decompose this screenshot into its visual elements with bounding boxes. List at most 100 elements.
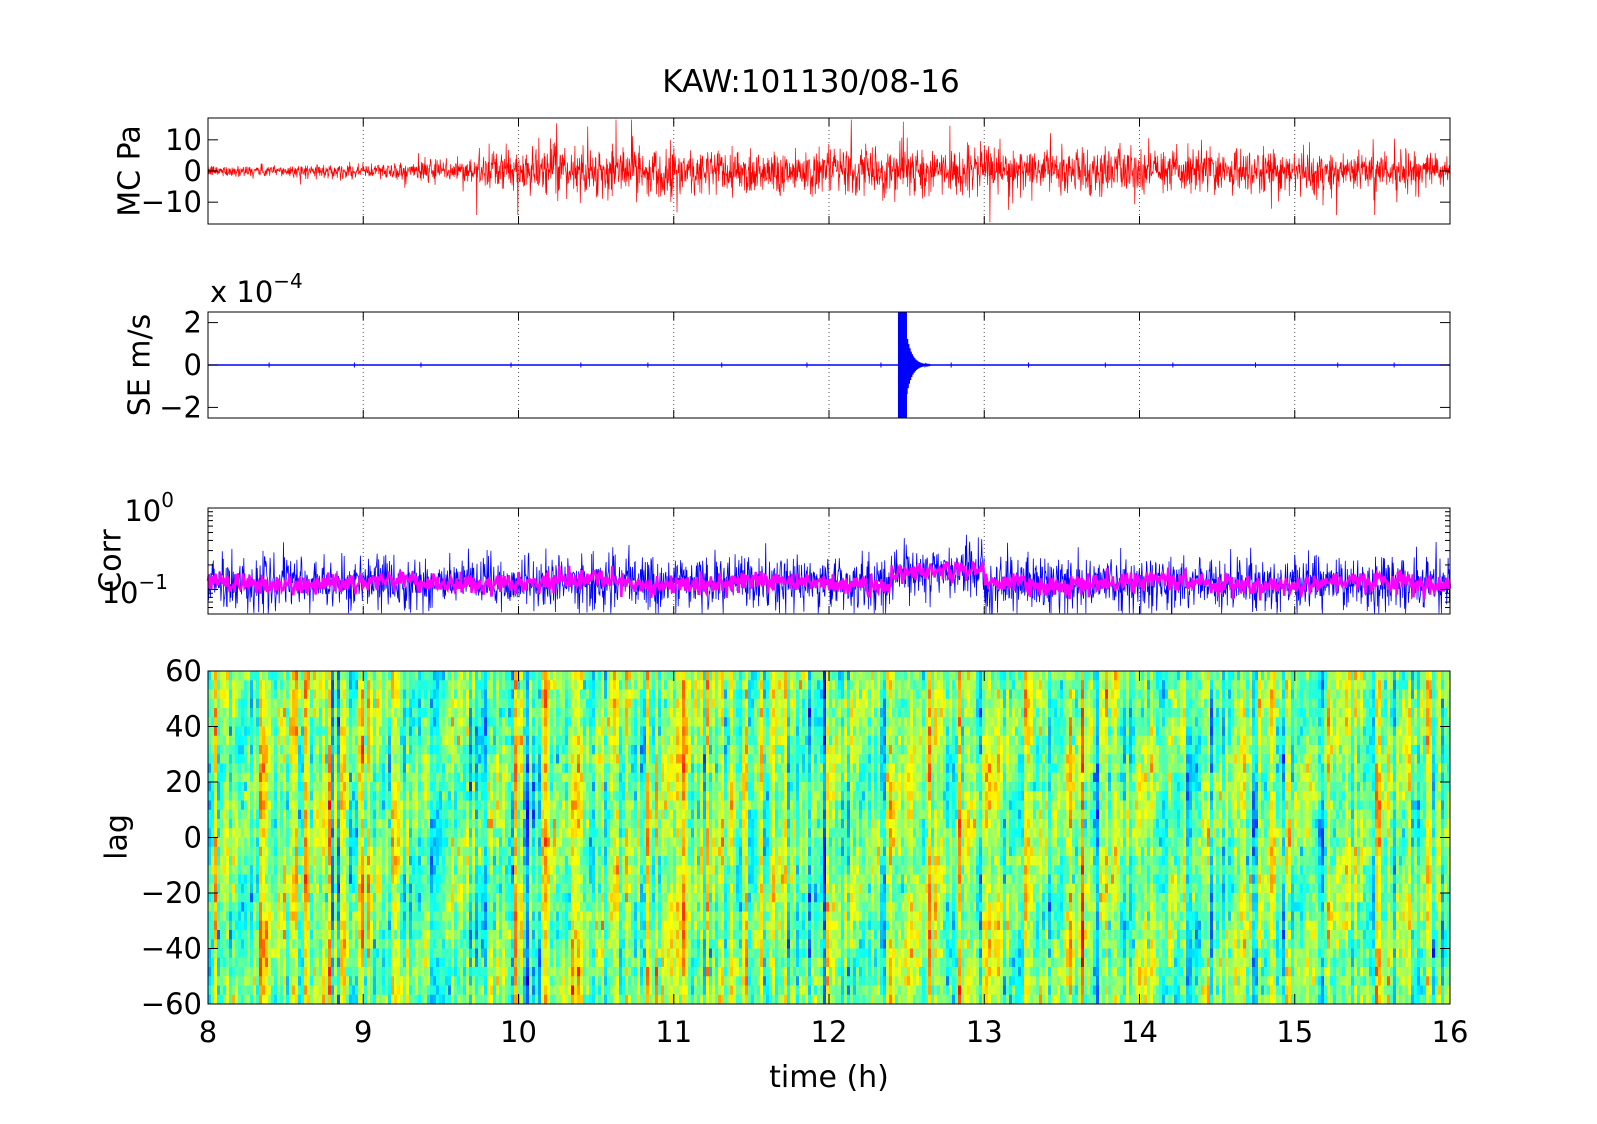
heatmap-cell — [427, 754, 431, 764]
heatmap-cell — [286, 708, 290, 718]
heatmap-cell — [238, 763, 242, 774]
heatmap-cell — [235, 920, 239, 931]
heatmap-cell — [298, 689, 302, 700]
heatmap-cell — [400, 957, 404, 968]
heatmap-cell — [313, 772, 317, 783]
heatmap-cell — [508, 800, 512, 811]
heatmap-cell — [355, 735, 359, 746]
heatmap-cell — [595, 856, 599, 866]
se-burst — [897, 312, 907, 418]
heatmap-cell — [217, 874, 221, 885]
heatmap-cell — [289, 819, 293, 829]
heatmap-cell — [526, 939, 530, 949]
heatmap-cell — [211, 856, 215, 866]
heatmap-cell — [511, 754, 515, 764]
heatmap-cell — [472, 671, 476, 681]
heatmap-cell — [262, 689, 266, 700]
heatmap-cell — [538, 819, 542, 829]
heatmap-cell — [229, 717, 233, 727]
heatmap-cell — [334, 689, 338, 700]
heatmap-cell — [499, 911, 503, 922]
heatmap-cell — [250, 883, 254, 894]
heatmap-cell — [421, 754, 425, 764]
heatmap-cell — [469, 930, 473, 940]
heatmap-cell — [217, 708, 221, 718]
heatmap-cell — [490, 828, 494, 838]
heatmap-cell — [262, 856, 266, 866]
heatmap-cell — [463, 828, 467, 838]
heatmap-cell — [562, 883, 566, 894]
heatmap-cell — [409, 856, 413, 866]
heatmap-cell — [499, 763, 503, 774]
heatmap-cell — [601, 782, 605, 792]
heatmap-cell — [541, 782, 545, 792]
heatmap-cell — [349, 680, 353, 690]
heatmap-cell — [337, 698, 341, 709]
heatmap-cell — [562, 837, 566, 848]
heatmap-cell — [529, 772, 533, 783]
heatmap-cell — [412, 985, 416, 996]
heatmap-cell — [544, 856, 548, 866]
heatmap-cell — [430, 671, 434, 681]
heatmap-cell — [514, 911, 518, 922]
heatmap-cell — [274, 772, 278, 783]
heatmap-cell — [301, 939, 305, 949]
heatmap-cell — [559, 930, 563, 940]
heatmap-cell — [442, 985, 446, 996]
heatmap-cell — [376, 726, 380, 737]
heatmap-cell — [610, 708, 614, 718]
heatmap-cell — [475, 717, 479, 727]
heatmap-cell — [487, 772, 491, 783]
heatmap-cell — [547, 893, 551, 903]
heatmap-cell — [358, 689, 362, 700]
heatmap-cell — [559, 754, 563, 764]
heatmap-cell — [358, 772, 362, 783]
heatmap-cell — [433, 726, 437, 737]
heatmap-cell — [496, 902, 500, 912]
heatmap-cell — [538, 791, 542, 801]
heatmap-cell — [352, 791, 356, 801]
heatmap-cell — [601, 791, 605, 801]
heatmap-cell — [559, 698, 563, 709]
heatmap-cell — [493, 930, 497, 940]
heatmap-cell — [442, 920, 446, 931]
heatmap-cell — [571, 948, 575, 959]
heatmap-cell — [481, 726, 485, 737]
heatmap-cell — [208, 726, 212, 737]
heatmap-cell — [343, 930, 347, 940]
heatmap-cell — [451, 893, 455, 903]
heatmap-cell — [586, 994, 590, 1005]
heatmap-cell — [292, 883, 296, 894]
heatmap-cell — [304, 735, 308, 746]
heatmap-cell — [583, 911, 587, 922]
heatmap-cell — [469, 985, 473, 996]
heatmap-cell — [232, 763, 236, 774]
heatmap-cell — [562, 893, 566, 903]
heatmap-cell — [463, 920, 467, 931]
heatmap-cell — [445, 680, 449, 690]
heatmap-cell — [574, 726, 578, 737]
heatmap-cell — [478, 976, 482, 986]
heatmap-cell — [565, 800, 569, 811]
heatmap-cell — [424, 772, 428, 783]
heatmap-cell — [220, 957, 224, 968]
heatmap-cell — [472, 782, 476, 792]
heatmap-cell — [511, 735, 515, 746]
heatmap-cell — [307, 856, 311, 866]
heatmap-cell — [544, 745, 548, 755]
heatmap-cell — [589, 930, 593, 940]
heatmap-cell — [241, 994, 245, 1005]
heatmap-cell — [229, 957, 233, 968]
heatmap-cell — [460, 902, 464, 912]
heatmap-cell — [250, 708, 254, 718]
heatmap-cell — [433, 791, 437, 801]
heatmap-cell — [217, 735, 221, 746]
heatmap-cell — [346, 698, 350, 709]
heatmap-cell — [547, 837, 551, 848]
heatmap-cell — [376, 883, 380, 894]
heatmap-cell — [337, 726, 341, 737]
heatmap-cell — [493, 939, 497, 949]
heatmap-cell — [415, 726, 419, 737]
heatmap-cell — [388, 708, 392, 718]
heatmap-cell — [511, 708, 515, 718]
